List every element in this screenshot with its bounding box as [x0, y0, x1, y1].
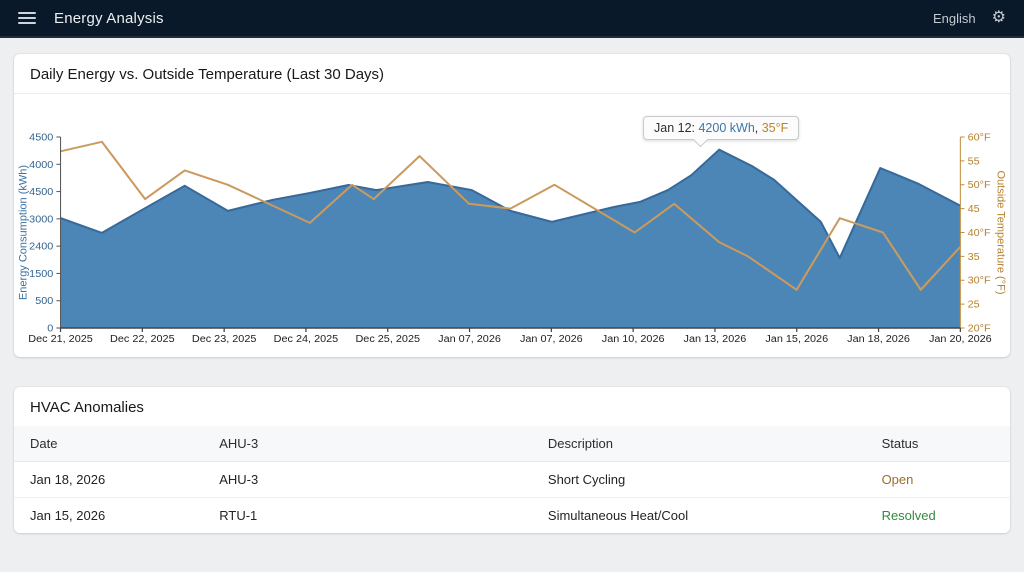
hamburger-menu-icon[interactable] — [18, 12, 36, 24]
cell-status: Open — [881, 472, 914, 487]
svg-text:Jan 07, 2026: Jan 07, 2026 — [438, 333, 501, 345]
cell-description: Short Cycling — [547, 472, 626, 487]
app-title: Energy Analysis — [54, 9, 164, 27]
svg-text:0: 0 — [47, 323, 53, 335]
svg-text:Dec 23, 2025: Dec 23, 2025 — [192, 333, 257, 345]
chart-title: Daily Energy vs. Outside Temperature (La… — [30, 66, 385, 83]
column-header: AHU-3 — [219, 436, 259, 451]
main-content: Daily Energy vs. Outside Temperature (La… — [0, 38, 1024, 549]
svg-text:Jan 15, 2026: Jan 15, 2026 — [765, 333, 828, 345]
svg-text:55: 55 — [968, 156, 980, 168]
cell-equipment: RTU-1 — [219, 508, 258, 523]
anomalies-card: HVAC Anomalies Date AHU-3 Description Statu… — [14, 387, 1010, 533]
anomalies-table-body: Jan 18, 2026 AHU-3 Short Cycling Open Jan 15… — [14, 462, 1010, 533]
svg-text:3000: 3000 — [29, 214, 53, 226]
anomalies-card-header: HVAC Anomalies — [14, 387, 1010, 426]
svg-text:45: 45 — [968, 203, 980, 215]
svg-text:Energy Consumption (kWh): Energy Consumption (kWh) — [17, 165, 29, 300]
energy-chart-card: Daily Energy vs. Outside Temperature (La… — [14, 54, 1010, 357]
svg-text:1500: 1500 — [29, 268, 53, 280]
gear-icon[interactable]: ⚙ — [991, 9, 1006, 26]
chart-card-header: Daily Energy vs. Outside Temperature (La… — [14, 54, 1010, 94]
tooltip-separator: , — [754, 121, 762, 135]
svg-text:Dec 22, 2025: Dec 22, 2025 — [110, 333, 175, 345]
column-header: Description — [547, 436, 613, 451]
svg-text:35: 35 — [968, 251, 980, 263]
svg-text:Jan 07, 2026: Jan 07, 2026 — [520, 333, 583, 345]
tooltip-energy-value: 4200 kWh — [698, 121, 755, 135]
svg-text:4500: 4500 — [29, 186, 53, 198]
cell-status: Resolved — [881, 508, 936, 523]
svg-text:Dec 25, 2025: Dec 25, 2025 — [355, 333, 420, 345]
svg-text:60°F: 60°F — [968, 132, 992, 144]
svg-text:2400: 2400 — [29, 241, 53, 253]
anomalies-title: HVAC Anomalies — [30, 399, 144, 416]
svg-text:Outside Temperature (°F): Outside Temperature (°F) — [995, 171, 1007, 295]
column-header: Status — [881, 436, 919, 451]
svg-text:500: 500 — [35, 295, 53, 307]
svg-text:40°F: 40°F — [968, 227, 992, 239]
cell-date: Jan 15, 2026 — [30, 508, 106, 523]
svg-text:Dec 24, 2025: Dec 24, 2025 — [274, 333, 339, 345]
svg-text:Jan 20, 2026: Jan 20, 2026 — [929, 333, 992, 345]
svg-text:4000: 4000 — [29, 159, 53, 171]
cell-description: Simultaneous Heat/Cool — [547, 508, 689, 523]
top-navbar: Energy Analysis English ⚙ — [0, 0, 1024, 38]
anomalies-table: Date AHU-3 Description Status Jan 18, 2026 A… — [14, 426, 1010, 533]
svg-text:50°F: 50°F — [968, 179, 992, 191]
svg-text:30°F: 30°F — [968, 275, 992, 287]
svg-text:20°F: 20°F — [968, 323, 992, 335]
svg-text:25: 25 — [968, 299, 980, 311]
cell-date: Jan 18, 2026 — [30, 472, 106, 487]
chart-area: 0 500 1500 2400 3000 4500 4000 4500 20°F 25 30°F 35… — [14, 98, 1010, 355]
anomalies-table-header: Date AHU-3 Description Status — [14, 426, 1010, 462]
svg-text:Jan 13, 2026: Jan 13, 2026 — [684, 333, 747, 345]
chart-tooltip: Jan 12: 4200 kWh, 35°F — [643, 116, 800, 140]
energy-temp-chart[interactable]: 0 500 1500 2400 3000 4500 4000 4500 20°F 25 30°F 35… — [14, 98, 1010, 355]
tooltip-temp-value: 35°F — [761, 121, 789, 135]
svg-text:4500: 4500 — [29, 132, 53, 144]
mouse-cursor — [695, 145, 1024, 402]
table-row: Jan 18, 2026 AHU-3 Short Cycling Open — [14, 462, 1010, 498]
svg-text:Jan 18, 2026: Jan 18, 2026 — [847, 333, 910, 345]
svg-text:Jan 10, 2026: Jan 10, 2026 — [602, 333, 665, 345]
table-row: Jan 15, 2026 RTU-1 Simultaneous Heat/Cool R… — [14, 498, 1010, 533]
language-selector[interactable]: English — [933, 10, 976, 26]
cell-equipment: AHU-3 — [219, 472, 259, 487]
tooltip-date: Jan 12: — [654, 121, 699, 135]
column-header: Date — [30, 436, 58, 451]
svg-text:Dec 21, 2025: Dec 21, 2025 — [28, 333, 93, 345]
